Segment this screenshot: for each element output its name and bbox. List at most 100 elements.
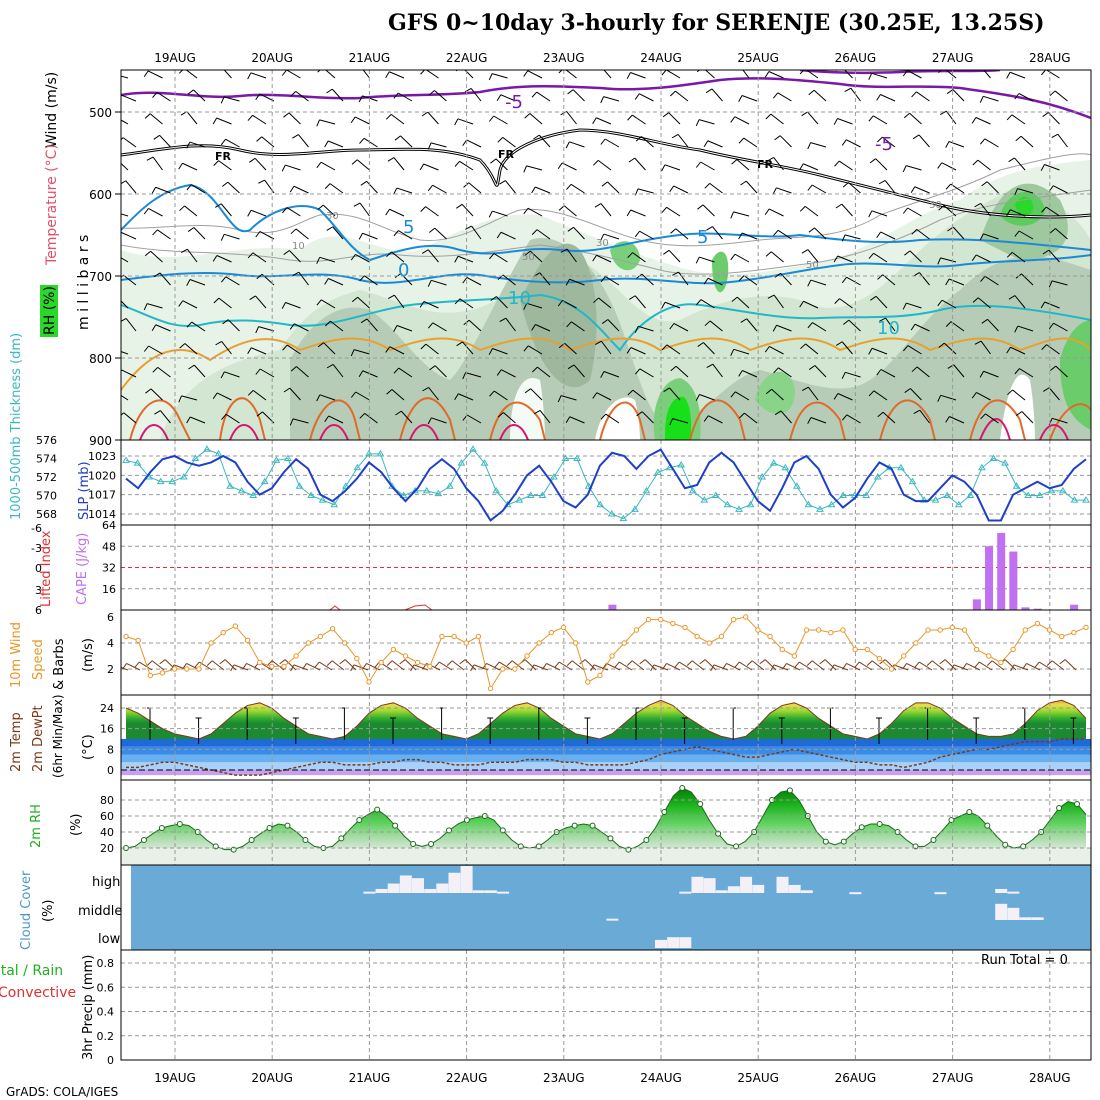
wind-barb xyxy=(393,325,398,332)
thickness-marker xyxy=(688,486,697,494)
wind-barb xyxy=(212,255,218,262)
wind10m-marker xyxy=(196,666,202,672)
wind10m-barb xyxy=(1046,660,1053,666)
wind-barb xyxy=(397,92,413,102)
wind-barb xyxy=(696,70,701,73)
wind10m-barb xyxy=(446,660,453,666)
rh2m-marker xyxy=(266,825,273,831)
wind-barb xyxy=(385,208,390,216)
wind-barb xyxy=(121,94,137,102)
wind-barb xyxy=(488,73,493,81)
wind-barb xyxy=(807,386,819,401)
wind10m-barb xyxy=(871,660,885,671)
wind-barb xyxy=(971,254,977,262)
wind-barb xyxy=(121,369,137,378)
wind10m-marker xyxy=(828,629,834,636)
thickness-tick-label: 570 xyxy=(36,490,57,503)
wind-barb xyxy=(454,118,459,126)
wind-barb xyxy=(601,319,609,324)
thickness-marker xyxy=(191,454,200,461)
wind10m-barb xyxy=(293,664,309,671)
wind-barb xyxy=(394,135,401,141)
wind10m-barb xyxy=(614,661,620,668)
wind10m-barb xyxy=(413,664,429,671)
wind-barb xyxy=(147,70,163,79)
cloud-label: Cloud Cover xyxy=(19,870,34,950)
wind-barb xyxy=(423,301,439,309)
wind-barb xyxy=(222,181,229,187)
precip-grid xyxy=(121,950,1091,1060)
wind10m-marker xyxy=(706,640,712,646)
wind-barb xyxy=(916,228,930,240)
wind-barb xyxy=(904,250,911,256)
wind10m-marker xyxy=(560,624,567,631)
wind-barb xyxy=(804,205,819,217)
wind-barb xyxy=(560,395,577,401)
wind-barb xyxy=(972,159,979,166)
wind-barb xyxy=(152,367,159,373)
wind-barb xyxy=(634,368,641,375)
wind-barb xyxy=(429,227,436,233)
wind10m-barb xyxy=(434,661,440,668)
cloud-bar xyxy=(460,866,473,893)
wind-barb xyxy=(868,73,873,80)
wind-barb xyxy=(317,342,324,348)
wind-barb xyxy=(258,179,265,184)
wind10m-barb xyxy=(644,659,657,671)
wind-barb xyxy=(600,340,612,355)
wind10m-barb xyxy=(206,660,213,666)
wind-barb xyxy=(324,415,330,423)
wind-barb xyxy=(707,140,723,148)
wind-barb xyxy=(946,89,954,94)
wind-barb xyxy=(111,297,117,301)
rh2m-marker xyxy=(140,837,147,843)
wind-barb xyxy=(833,393,839,400)
wind-barb xyxy=(813,89,827,102)
wind10m-marker xyxy=(354,655,360,662)
wind10m-marker xyxy=(487,685,494,692)
wind-barb xyxy=(331,88,344,102)
wind-barb xyxy=(703,140,709,147)
wind-barb xyxy=(627,252,633,258)
wind-barb xyxy=(877,411,884,418)
wind-barb xyxy=(396,325,413,332)
temp-tick-label: 8 xyxy=(107,743,114,756)
wind10m-marker xyxy=(305,640,311,646)
wind-barb xyxy=(880,231,896,240)
wind-barb xyxy=(641,273,654,286)
wind-barb xyxy=(182,162,198,171)
wind-barb xyxy=(767,294,775,299)
wind10m-barb xyxy=(126,662,141,671)
wind-barb xyxy=(1018,93,1034,102)
wind-barb xyxy=(774,272,781,278)
wind-barb xyxy=(1045,70,1060,79)
wind-barb xyxy=(389,71,405,79)
wind-barb xyxy=(111,159,116,163)
wind-barb xyxy=(282,344,288,351)
wind10m-barb xyxy=(782,663,787,670)
wind-barb xyxy=(330,320,344,332)
thickness-tick-label: 572 xyxy=(36,471,57,484)
chart-title: GFS 0~10day 3-hourly for SERENJE (30.25E… xyxy=(388,10,1045,36)
wind10m-barb xyxy=(139,661,153,671)
wind-barb xyxy=(846,139,861,148)
wind-barb xyxy=(281,164,286,172)
thickness-marker xyxy=(908,477,917,485)
wind-barb xyxy=(597,159,612,171)
wind-barb xyxy=(695,161,702,168)
wind-barb xyxy=(868,252,874,259)
wind-barb xyxy=(635,136,642,142)
wind-barb xyxy=(225,276,240,286)
thickness-marker xyxy=(758,473,767,480)
wind-barb xyxy=(916,91,930,102)
wind-barb xyxy=(943,205,957,217)
wind-barb xyxy=(282,207,288,214)
wind10m-grid xyxy=(121,610,1091,695)
cape-li-axes: 16 32 48 64 -6 -3 0 3 6 xyxy=(31,519,116,617)
temperature-contours xyxy=(121,70,1091,440)
rh2m-marker xyxy=(374,806,381,813)
cloud-bar xyxy=(606,918,619,921)
wind-barb xyxy=(289,387,301,401)
cloud-panel: high middle low Cloud Cover (%) xyxy=(19,864,1092,951)
wind10m-marker xyxy=(269,663,275,670)
